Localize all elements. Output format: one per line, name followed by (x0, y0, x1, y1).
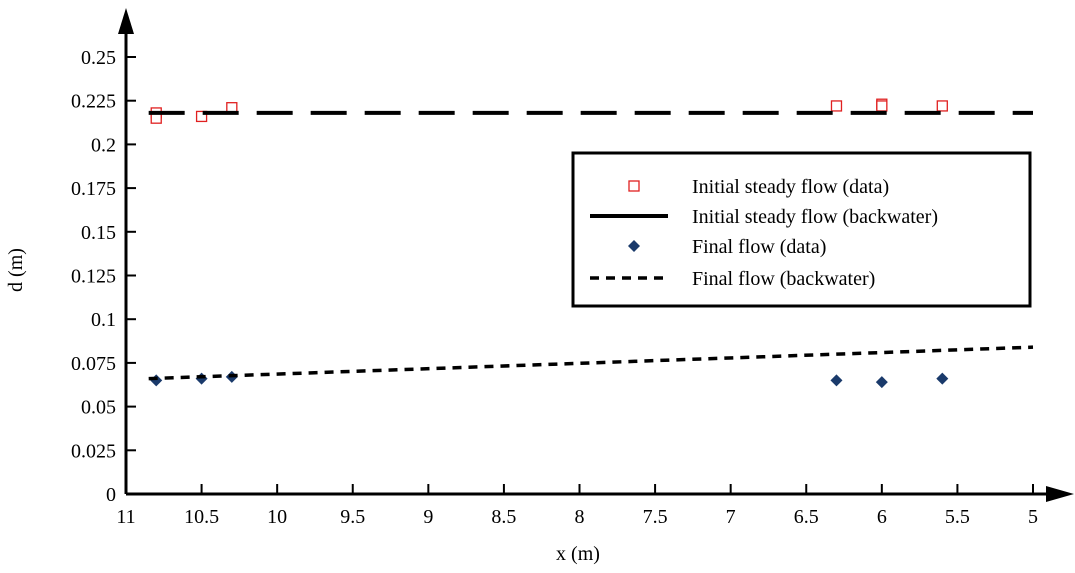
final-data-point (875, 376, 888, 389)
y-tick-label: 0.225 (71, 91, 116, 113)
x-tick-label: 11 (116, 506, 135, 528)
legend-item: Initial steady flow (backwater) (590, 206, 938, 228)
legend-item: Final flow (backwater) (590, 268, 875, 290)
x-tick-label: 7.5 (643, 506, 668, 528)
y-tick-label: 0.15 (81, 222, 116, 244)
y-axis-arrow (118, 8, 134, 34)
legend-label: Final flow (data) (692, 236, 826, 258)
legend-diamond-symbol (628, 240, 640, 252)
legend-items: Initial steady flow (data) Initial steady… (590, 176, 938, 290)
legend-label: Initial steady flow (data) (692, 176, 889, 198)
y-tick-label: 0.2 (91, 134, 116, 156)
tick-marks: 0 0.025 0.05 0.075 0.1 0.125 0.15 0.175 0.2 0.225… (71, 47, 1038, 528)
legend-item: Initial steady flow (data) (628, 176, 889, 198)
x-tick-label: 5.5 (945, 506, 970, 528)
legend-square-symbol (628, 180, 640, 192)
initial-data-point (876, 100, 888, 112)
legend: Initial steady flow (data) Initial steady… (571, 151, 1032, 308)
series-group (148, 345, 1034, 381)
x-tick-label: 5 (1028, 506, 1038, 528)
axes (118, 8, 1074, 502)
series (148, 98, 1034, 389)
final-data-point (936, 372, 949, 385)
series-group (150, 370, 949, 389)
y-tick-label: 0.1 (91, 309, 116, 331)
y-axis-title: d (m) (5, 248, 27, 292)
x-tick-label: 8 (575, 506, 585, 528)
final-data-point (830, 374, 843, 387)
x-tick-label: 6 (877, 506, 887, 528)
y-tick-label: 0.05 (81, 397, 116, 419)
y-tick-label: 0 (106, 484, 116, 506)
x-axis-title: x (m) (556, 543, 600, 565)
x-tick-label: 8.5 (491, 506, 516, 528)
legend-item: Final flow (data) (628, 236, 826, 258)
legend-label: Final flow (backwater) (692, 268, 875, 290)
x-tick-label: 10 (267, 506, 287, 528)
x-tick-label: 6.5 (794, 506, 819, 528)
x-tick-label: 7 (726, 506, 736, 528)
y-tick-label: 0.075 (71, 353, 116, 375)
y-tick-label: 0.25 (81, 47, 116, 69)
x-tick-label: 9 (423, 506, 433, 528)
x-tick-label: 9.5 (340, 506, 365, 528)
y-tick-label: 0.025 (71, 440, 116, 462)
y-tick-label: 0.125 (71, 266, 116, 288)
legend-box (571, 151, 1032, 308)
x-tick-label: 10.5 (184, 506, 219, 528)
initial-data-point (936, 100, 948, 112)
initial-data-point (195, 110, 208, 123)
legend-label: Initial steady flow (backwater) (692, 206, 938, 228)
y-tick-label: 0.175 (71, 178, 116, 200)
final-data-point (150, 374, 163, 387)
final-backwater-line (148, 345, 1034, 381)
initial-data-point (830, 100, 843, 112)
x-axis-arrow (1046, 486, 1074, 502)
